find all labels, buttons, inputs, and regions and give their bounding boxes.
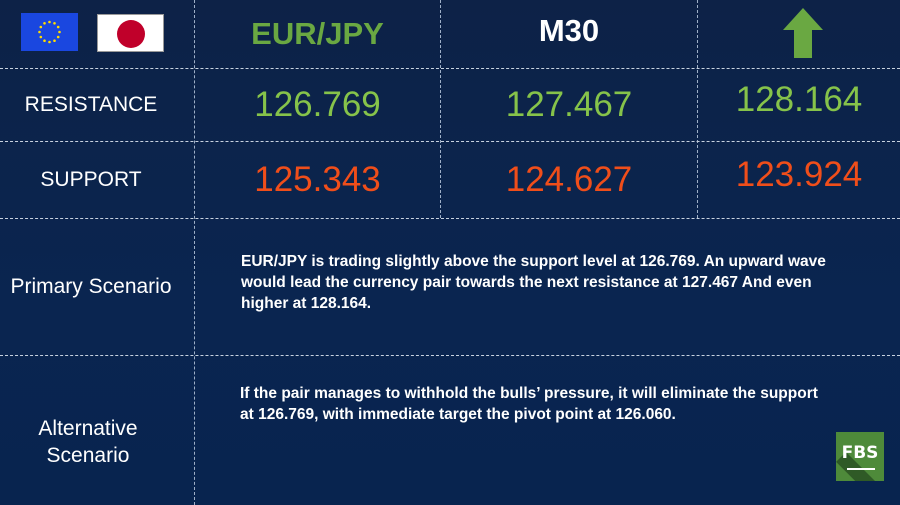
japan-flag-icon [97,14,164,52]
support-2: 124.627 [505,160,633,199]
divider [697,0,698,218]
divider [0,141,900,142]
eu-flag-icon [21,13,78,51]
resistance-3: 128.164 [735,80,863,119]
arrow-up-icon [783,8,823,63]
resistance-label: RESISTANCE [24,93,158,116]
support-1: 125.343 [254,160,381,199]
divider [194,0,195,505]
primary-scenario-text: EUR/JPY is trading slightly above the su… [241,253,826,312]
support-3: 123.924 [735,155,863,194]
divider [0,218,900,219]
alternative-scenario-label: Alternative Scenario [0,415,176,469]
resistance-1: 126.769 [254,85,381,124]
pair-title: EUR/JPY [251,16,384,51]
logo-text: FBS [841,443,879,463]
alternative-scenario-text: If the pair manages to withhold the bull… [240,385,818,423]
timeframe: M30 [538,13,600,48]
divider [440,0,441,218]
divider [0,68,900,69]
resistance-2: 127.467 [505,85,633,124]
primary-scenario-label: Primary Scenario [10,275,172,298]
divider [0,355,900,356]
alternative-label-line2: Scenario [46,444,130,467]
support-label: SUPPORT [40,168,142,191]
alternative-label-line1: Alternative [38,417,138,440]
fbs-logo: FBS [836,432,884,481]
